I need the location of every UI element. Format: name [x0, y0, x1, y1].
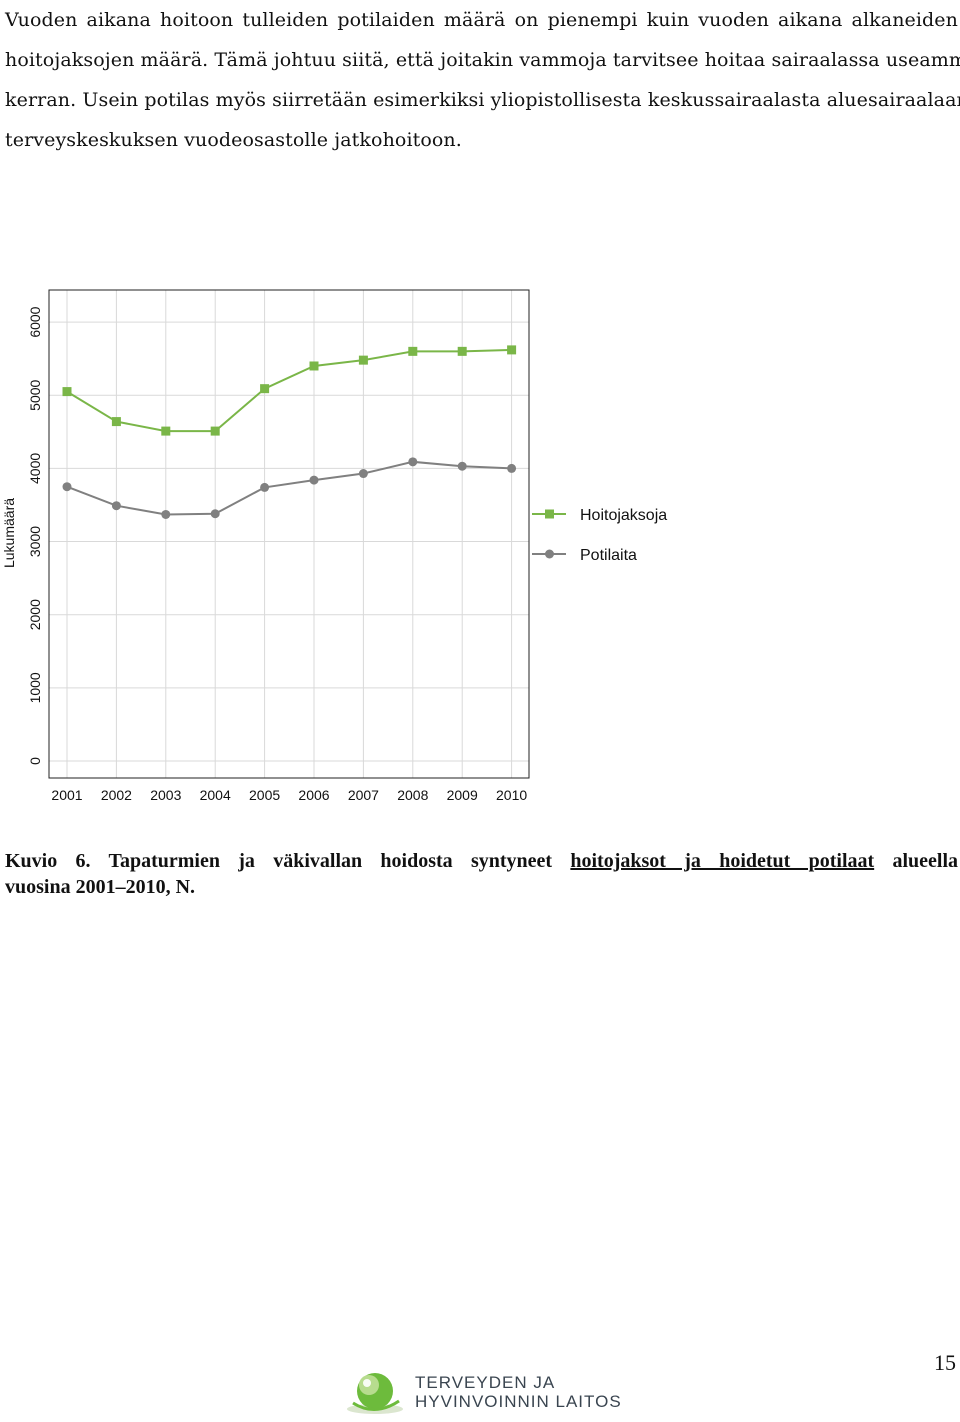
data-point — [161, 509, 171, 519]
legend-marker — [545, 509, 554, 519]
x-tick-label: 2008 — [397, 787, 428, 803]
x-tick-label: 2007 — [348, 787, 379, 803]
caption-suffix: alueella — [874, 850, 959, 872]
y-tick-label: 5000 — [27, 379, 43, 410]
x-tick-label: 2002 — [101, 787, 132, 803]
thl-logo-icon — [347, 1373, 403, 1414]
logo-wordmark: TERVEYDEN JA HYVINVOINNIN LAITOS — [415, 1373, 622, 1411]
caption-prefix: Kuvio 6. Tapaturmien ja väkivallan hoido… — [5, 850, 571, 872]
x-tick-label: 2006 — [298, 787, 329, 803]
data-point — [111, 417, 121, 427]
data-point — [507, 345, 517, 355]
x-tick-label: 2004 — [200, 787, 231, 803]
data-point — [408, 457, 418, 467]
paragraph-line: Vuoden aikana hoitoon tulleiden potilaid… — [5, 9, 958, 31]
thl-logo: TERVEYDEN JA HYVINVOINNIN LAITOS — [345, 1365, 625, 1417]
x-tick-label: 2009 — [447, 787, 478, 803]
data-point — [507, 463, 517, 473]
data-point — [260, 482, 270, 492]
plot-frame — [48, 289, 530, 779]
data-point — [457, 346, 467, 356]
data-point — [210, 509, 220, 519]
figure-caption: Kuvio 6. Tapaturmien ja väkivallan hoido… — [5, 848, 958, 900]
y-tick-label: 3000 — [27, 526, 43, 557]
data-point — [62, 387, 72, 397]
body-paragraph: Vuoden aikana hoitoon tulleiden potilaid… — [5, 0, 960, 160]
page-number: 15 — [934, 1350, 956, 1375]
grid-lines — [49, 290, 529, 778]
caption-underlined: hoitojaksot ja hoidetut potilaat — [570, 850, 875, 872]
data-point — [260, 384, 270, 394]
paragraph-line: terveyskeskuksen vuodeosastolle jatkohoi… — [5, 129, 462, 151]
y-tick-label: 6000 — [27, 306, 43, 337]
x-tick-label: 2003 — [150, 787, 181, 803]
y-tick-labels: 0 1000 2000 3000 4000 5000 6000 — [27, 306, 43, 765]
data-point — [309, 475, 319, 485]
data-point — [210, 426, 220, 436]
y-tick-label: 2000 — [27, 599, 43, 630]
legend: Hoitojaksoja Potilaita — [532, 507, 667, 564]
series-line — [66, 348, 512, 433]
data-point — [408, 346, 418, 356]
data-point — [62, 482, 72, 492]
x-tick-label: 2001 — [51, 787, 82, 803]
series-potilaita — [62, 457, 517, 519]
legend-marker — [545, 549, 554, 559]
x-tick-labels: 2001 2002 2003 2004 2005 2006 2007 2008 2009 2010 — [51, 787, 527, 803]
data-point — [309, 361, 319, 371]
data-point — [457, 461, 467, 471]
data-point — [358, 469, 368, 479]
caption-line-1: Kuvio 6. Tapaturmien ja väkivallan hoido… — [5, 848, 958, 874]
series-line — [66, 460, 512, 516]
y-axis-label: Lukumäärä — [1, 498, 17, 568]
x-tick-label: 2010 — [496, 787, 527, 803]
x-tick-label: 2005 — [249, 787, 280, 803]
series-hoitojaksoja — [62, 345, 517, 436]
y-tick-label: 4000 — [27, 453, 43, 484]
legend-label: Potilaita — [580, 547, 637, 564]
data-point — [161, 426, 171, 436]
logo-line-2: HYVINVOINNIN LAITOS — [415, 1392, 622, 1411]
logo-line-1: TERVEYDEN JA — [415, 1373, 556, 1392]
series-layer — [62, 345, 517, 519]
data-point — [358, 355, 368, 365]
data-point — [111, 501, 121, 511]
legend-label: Hoitojaksoja — [580, 507, 667, 524]
y-tick-label: 1000 — [27, 672, 43, 703]
paragraph-line: kerran. Usein potilas myös siirretään es… — [5, 89, 960, 111]
caption-line-2: vuosina 2001–2010, N. — [5, 876, 196, 898]
y-tick-label: 0 — [27, 757, 43, 765]
paragraph-line: hoitojaksojen määrä. Tämä johtuu siitä, … — [5, 49, 960, 71]
